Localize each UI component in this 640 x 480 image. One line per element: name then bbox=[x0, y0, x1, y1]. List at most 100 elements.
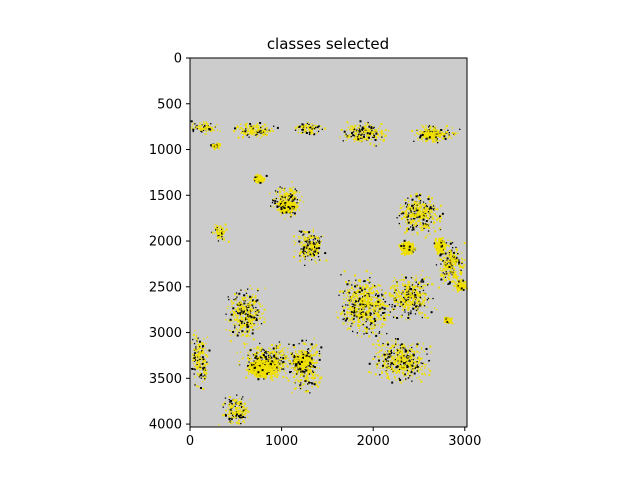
class-pixel bbox=[409, 215, 411, 218]
class-pixel bbox=[431, 218, 433, 220]
class-pixel bbox=[304, 250, 306, 253]
class-pixel bbox=[284, 217, 286, 220]
class-pixel bbox=[367, 124, 369, 126]
class-pixel bbox=[248, 361, 250, 363]
class-pixel bbox=[363, 312, 366, 315]
class-pixel bbox=[461, 261, 464, 264]
class-pixel bbox=[257, 134, 259, 137]
class-pixel bbox=[403, 355, 405, 357]
class-pixel bbox=[232, 422, 234, 424]
class-pixel bbox=[416, 361, 418, 363]
class-pixel bbox=[275, 351, 278, 353]
class-pixel bbox=[297, 380, 300, 383]
class-pixel bbox=[355, 129, 358, 132]
class-pixel bbox=[315, 244, 318, 247]
class-pixel bbox=[345, 292, 348, 294]
class-pixel bbox=[365, 292, 368, 294]
class-pixel bbox=[300, 250, 303, 253]
class-pixel bbox=[206, 123, 209, 125]
class-pixel bbox=[384, 316, 386, 319]
class-pixel bbox=[449, 262, 451, 264]
class-pixel bbox=[362, 280, 365, 282]
class-pixel bbox=[238, 320, 241, 323]
class-pixel bbox=[212, 129, 215, 132]
class-pixel bbox=[428, 223, 430, 225]
class-pixel bbox=[316, 374, 319, 377]
class-pixel bbox=[346, 317, 348, 320]
class-pixel bbox=[252, 125, 255, 127]
class-pixel bbox=[374, 324, 376, 326]
class-pixel bbox=[434, 141, 436, 143]
class-pixel bbox=[241, 128, 243, 130]
class-pixel bbox=[237, 422, 240, 425]
class-pixel bbox=[416, 364, 418, 366]
class-pixel bbox=[376, 312, 379, 315]
class-pixel bbox=[374, 307, 377, 310]
class-pixel bbox=[342, 292, 345, 294]
class-pixel bbox=[353, 294, 355, 296]
class-pixel bbox=[242, 406, 244, 408]
class-pixel bbox=[450, 259, 452, 261]
class-pixel bbox=[454, 257, 456, 259]
class-pixel bbox=[247, 129, 249, 131]
class-pixel bbox=[239, 402, 242, 405]
class-pixel bbox=[424, 373, 426, 375]
class-pixel bbox=[275, 374, 277, 376]
class-pixel bbox=[348, 327, 351, 330]
class-pixel bbox=[309, 350, 312, 352]
class-pixel bbox=[314, 381, 317, 384]
class-pixel bbox=[343, 309, 345, 312]
class-pixel bbox=[389, 366, 392, 368]
class-pixel bbox=[442, 137, 444, 140]
class-pixel bbox=[418, 215, 420, 217]
class-pixel bbox=[298, 252, 301, 255]
class-pixel bbox=[268, 356, 270, 358]
class-pixel bbox=[368, 302, 371, 305]
class-pixel bbox=[223, 414, 225, 416]
class-pixel bbox=[430, 211, 433, 213]
class-pixel bbox=[373, 312, 375, 315]
class-pixel bbox=[454, 259, 457, 262]
class-pixel bbox=[285, 197, 287, 200]
class-pixel bbox=[398, 301, 400, 303]
class-pixel bbox=[259, 131, 262, 134]
class-pixel bbox=[255, 131, 257, 133]
class-pixel bbox=[256, 352, 258, 354]
class-pixel bbox=[259, 358, 261, 360]
class-pixel bbox=[216, 123, 218, 126]
class-pixel bbox=[294, 373, 297, 375]
class-pixel bbox=[274, 202, 276, 205]
class-pixel bbox=[377, 134, 380, 136]
class-pixel bbox=[409, 208, 411, 210]
class-pixel bbox=[251, 288, 253, 290]
class-pixel bbox=[310, 343, 313, 346]
class-pixel bbox=[303, 350, 305, 352]
class-pixel bbox=[314, 372, 316, 374]
class-pixel bbox=[285, 376, 287, 379]
class-pixel bbox=[287, 197, 289, 199]
class-pixel bbox=[220, 237, 222, 239]
class-pixel bbox=[418, 295, 420, 298]
class-pixel bbox=[261, 354, 264, 356]
class-pixel bbox=[447, 137, 449, 139]
class-pixel bbox=[360, 314, 362, 316]
class-pixel bbox=[378, 305, 380, 307]
class-pixel bbox=[287, 197, 289, 199]
class-pixel bbox=[394, 355, 396, 357]
class-pixel bbox=[409, 350, 411, 352]
class-pixel bbox=[196, 354, 199, 356]
class-pixel bbox=[208, 128, 211, 131]
class-pixel bbox=[244, 324, 246, 326]
class-pixel bbox=[401, 345, 404, 347]
class-pixel bbox=[434, 213, 436, 215]
class-pixel bbox=[417, 212, 419, 214]
class-pixel bbox=[241, 358, 243, 360]
class-pixel bbox=[292, 186, 295, 188]
class-pixel bbox=[433, 137, 435, 139]
class-pixel bbox=[249, 123, 252, 125]
class-pixel bbox=[259, 137, 261, 140]
class-pixel bbox=[420, 206, 423, 209]
class-pixel bbox=[406, 290, 409, 292]
class-pixel bbox=[321, 128, 323, 130]
class-pixel bbox=[417, 139, 419, 141]
